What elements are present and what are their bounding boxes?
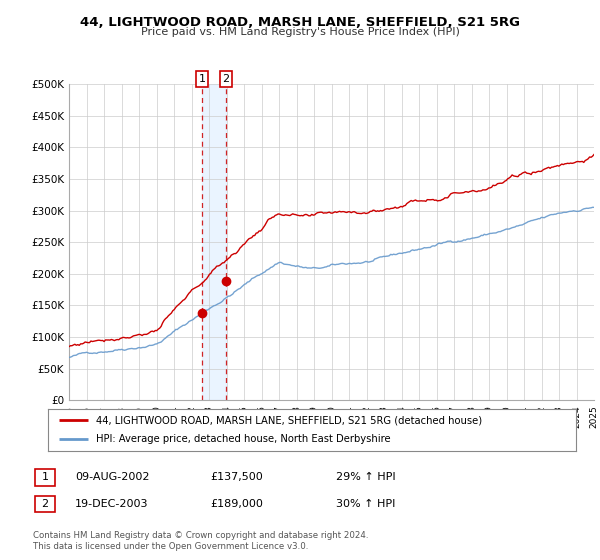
Text: 09-AUG-2002: 09-AUG-2002 <box>75 472 149 482</box>
Text: 2: 2 <box>223 74 230 84</box>
Text: 19-DEC-2003: 19-DEC-2003 <box>75 499 149 509</box>
Text: 1: 1 <box>199 74 205 84</box>
Text: Contains HM Land Registry data © Crown copyright and database right 2024.: Contains HM Land Registry data © Crown c… <box>33 531 368 540</box>
Text: £137,500: £137,500 <box>210 472 263 482</box>
Text: 44, LIGHTWOOD ROAD, MARSH LANE, SHEFFIELD, S21 5RG: 44, LIGHTWOOD ROAD, MARSH LANE, SHEFFIEL… <box>80 16 520 29</box>
Text: £189,000: £189,000 <box>210 499 263 509</box>
Text: 2: 2 <box>41 499 49 509</box>
Text: HPI: Average price, detached house, North East Derbyshire: HPI: Average price, detached house, Nort… <box>95 435 390 445</box>
Bar <box>202 84 226 400</box>
Text: 1: 1 <box>41 472 49 482</box>
Text: Price paid vs. HM Land Registry's House Price Index (HPI): Price paid vs. HM Land Registry's House … <box>140 27 460 37</box>
Text: 30% ↑ HPI: 30% ↑ HPI <box>336 499 395 509</box>
Text: This data is licensed under the Open Government Licence v3.0.: This data is licensed under the Open Gov… <box>33 542 308 551</box>
Text: 44, LIGHTWOOD ROAD, MARSH LANE, SHEFFIELD, S21 5RG (detached house): 44, LIGHTWOOD ROAD, MARSH LANE, SHEFFIEL… <box>95 415 482 425</box>
Text: 29% ↑ HPI: 29% ↑ HPI <box>336 472 395 482</box>
